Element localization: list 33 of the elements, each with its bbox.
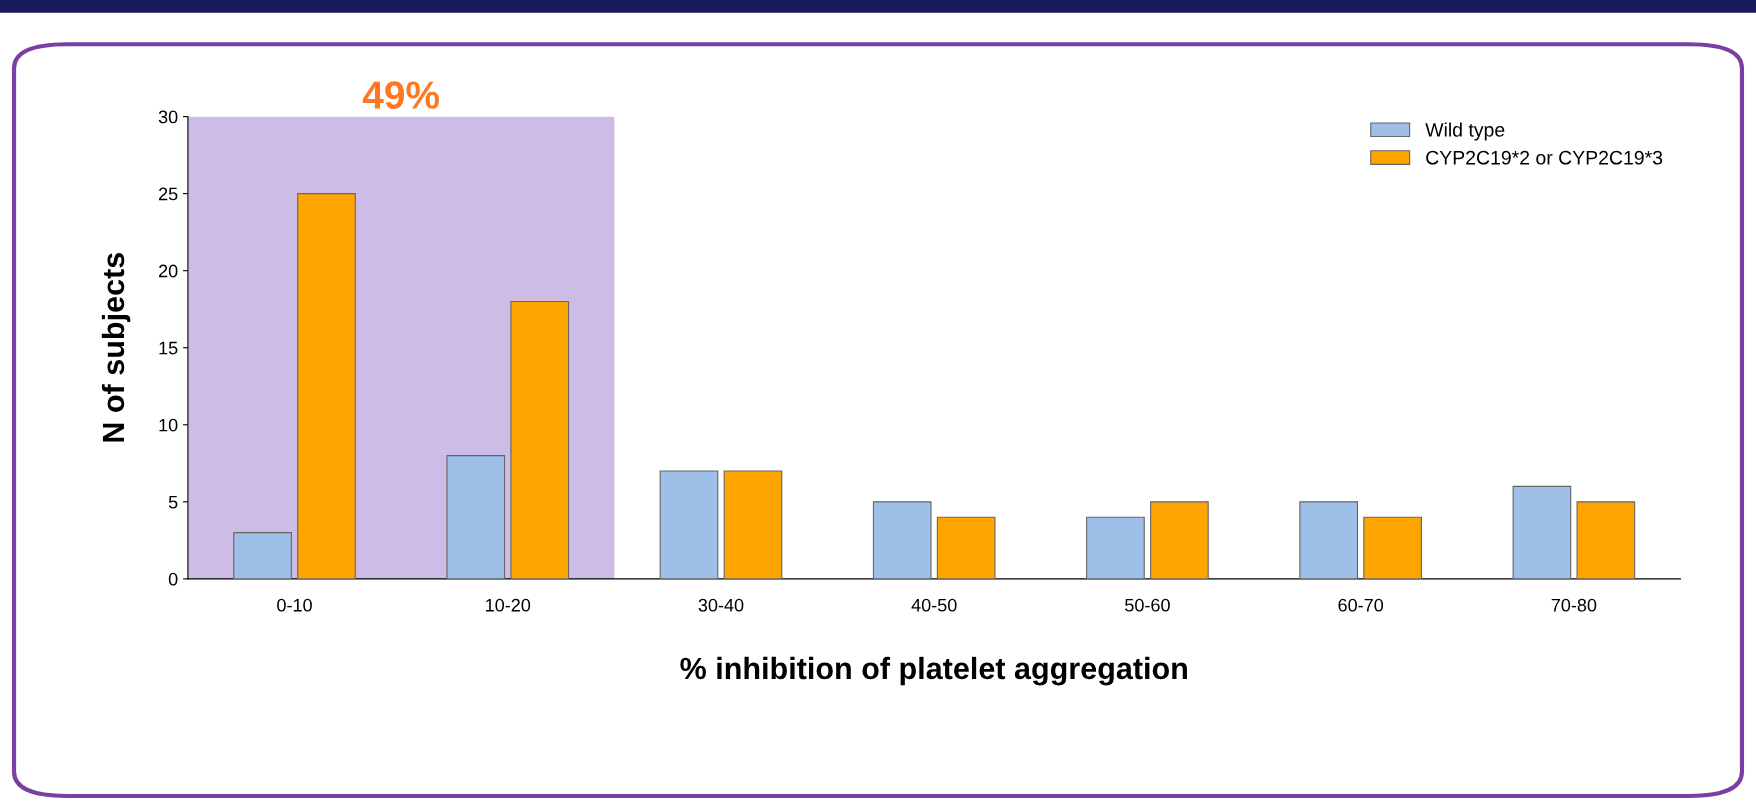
y-tick-label: 30 (158, 110, 178, 124)
bar (659, 470, 719, 579)
band-label: 49% (362, 81, 440, 109)
x-axis-title: % inhibition of platelet aggregation (680, 656, 1187, 686)
legend-label: CYP2C19*2 or CYP2C19*3 (1426, 150, 1663, 165)
bar (936, 516, 996, 579)
bar (723, 470, 783, 579)
x-tick-label: 30-40 (698, 598, 744, 612)
bar (297, 193, 356, 579)
bar (1363, 516, 1422, 579)
x-tick-label: 50-60 (1125, 598, 1170, 612)
y-tick-label: 5 (168, 495, 178, 509)
y-tick-label: 15 (159, 341, 178, 355)
legend-label: Wild type (1425, 122, 1505, 141)
bar (233, 532, 292, 579)
bar (1576, 501, 1636, 579)
bar (510, 300, 570, 579)
y-axis-title: N of subjects (101, 253, 131, 442)
x-tick-label: 0-10 (277, 598, 312, 612)
y-tick-label: 20 (159, 264, 178, 278)
x-tick-label: 70-80 (1551, 598, 1597, 612)
x-tick-label: 40-50 (911, 598, 957, 612)
bar (1086, 516, 1145, 579)
bar (446, 455, 506, 579)
y-tick-label: 10 (159, 418, 178, 432)
bar (1299, 501, 1359, 579)
bar (1150, 501, 1209, 579)
bar (1512, 485, 1572, 579)
y-tick-label: 25 (159, 187, 178, 201)
x-tick-label: 60-70 (1338, 598, 1384, 612)
x-tick-label: 10-20 (486, 598, 531, 612)
y-tick-label: 0 (168, 572, 178, 586)
bar (872, 501, 932, 579)
